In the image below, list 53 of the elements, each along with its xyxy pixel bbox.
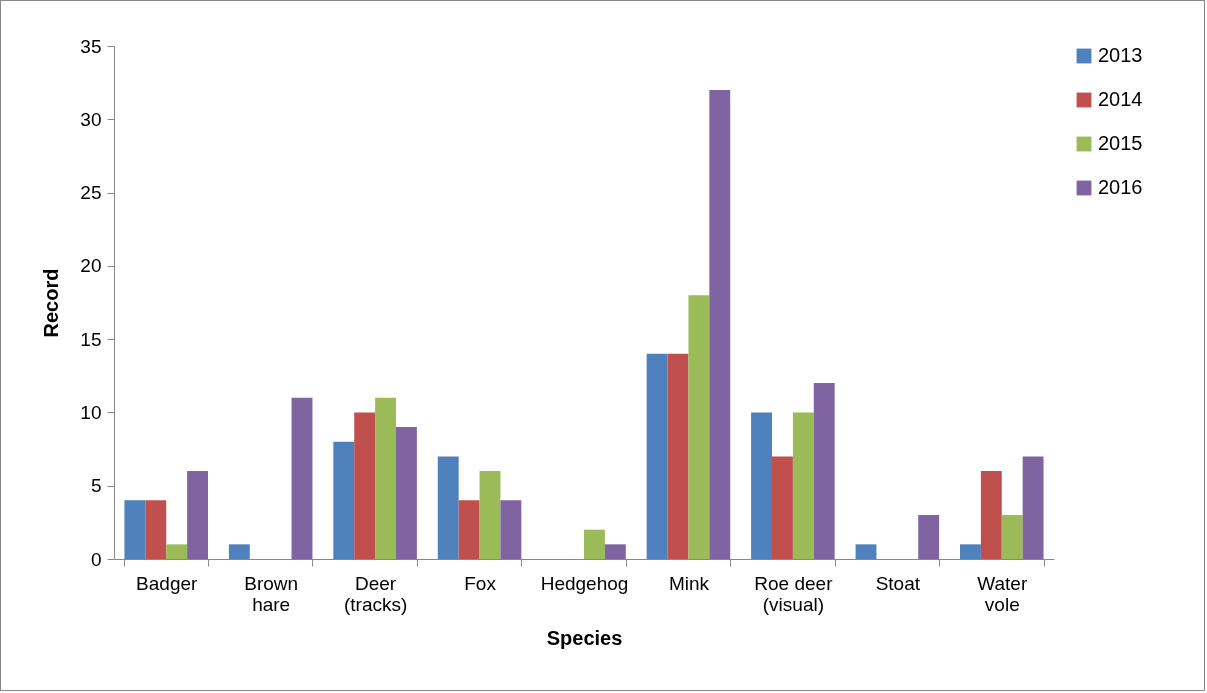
y-tick-label: 5 bbox=[90, 475, 102, 497]
y-axis-title: Record bbox=[40, 268, 63, 338]
bar bbox=[751, 412, 772, 559]
x-tick-label: Mink bbox=[668, 572, 710, 594]
bar bbox=[813, 383, 835, 559]
bar bbox=[458, 500, 480, 559]
bar bbox=[333, 441, 355, 559]
legend-label: 2015 bbox=[1098, 132, 1143, 154]
x-tick-label: Roe deer (visual) bbox=[754, 572, 834, 615]
bar bbox=[584, 529, 605, 559]
bar bbox=[772, 456, 793, 559]
x-tick-label: Brown hare bbox=[244, 572, 299, 615]
y-tick-label: 20 bbox=[80, 255, 102, 277]
y-tick-label: 30 bbox=[80, 108, 102, 130]
y-tick-label: 25 bbox=[80, 182, 102, 204]
bar bbox=[1022, 456, 1044, 559]
bar bbox=[187, 471, 208, 559]
bar bbox=[855, 544, 877, 559]
bar bbox=[479, 471, 501, 559]
bar bbox=[918, 515, 940, 559]
bar bbox=[792, 412, 814, 559]
bar bbox=[1001, 515, 1023, 559]
bar bbox=[166, 544, 188, 559]
legend-label: 2014 bbox=[1098, 88, 1143, 110]
x-tick-label: Water vole bbox=[977, 572, 1028, 615]
y-tick-label: 10 bbox=[80, 401, 102, 423]
bar bbox=[354, 412, 376, 559]
x-axis-title: Species bbox=[546, 626, 623, 649]
bar bbox=[604, 544, 626, 559]
bar bbox=[688, 295, 710, 559]
bar bbox=[228, 544, 250, 559]
legend-label: 2013 bbox=[1098, 44, 1143, 66]
bar bbox=[709, 89, 731, 559]
x-tick-label: Stoat bbox=[875, 572, 921, 594]
x-tick-label: Fox bbox=[464, 572, 497, 594]
bar bbox=[437, 456, 459, 559]
x-tick-label: Badger bbox=[136, 572, 199, 594]
bar bbox=[980, 471, 1002, 559]
bar bbox=[500, 500, 522, 559]
bar bbox=[667, 353, 689, 559]
bar bbox=[124, 500, 146, 559]
bar bbox=[145, 500, 167, 559]
bar bbox=[375, 397, 396, 559]
y-tick-label: 0 bbox=[90, 548, 102, 570]
x-tick-label: Hedgehog bbox=[540, 572, 629, 594]
y-tick-label: 35 bbox=[80, 35, 102, 57]
y-tick-label: 15 bbox=[80, 328, 102, 350]
x-tick-label: Deer (tracks) bbox=[343, 572, 408, 615]
bar bbox=[646, 353, 668, 559]
bar bbox=[396, 427, 417, 559]
legend-label: 2016 bbox=[1098, 176, 1143, 198]
bar bbox=[960, 544, 981, 559]
bar bbox=[291, 397, 313, 559]
